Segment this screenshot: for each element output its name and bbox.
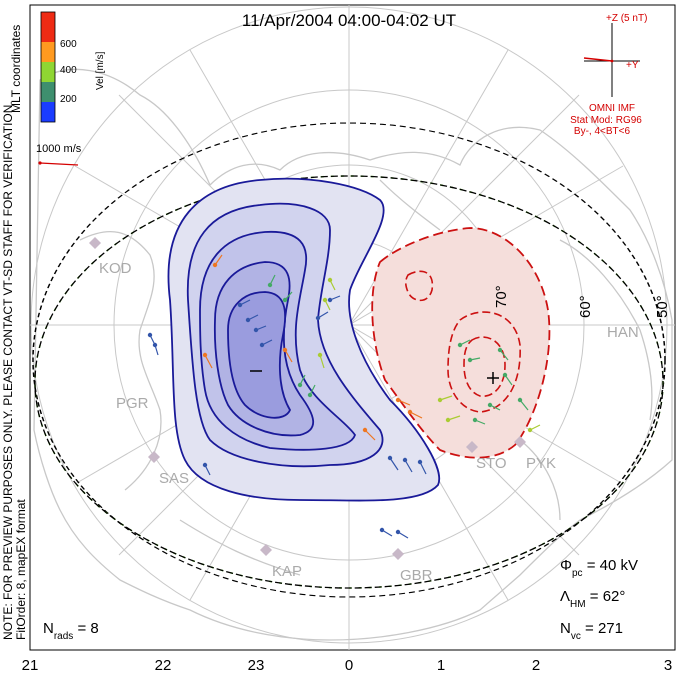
- station-pgr: PGR: [116, 395, 149, 412]
- lat-label-60: 60°: [577, 295, 594, 318]
- radar-count: Nrads = 8: [43, 620, 99, 642]
- lat-label-50: 50°: [654, 295, 671, 318]
- colorbar-tick-400: 400: [60, 65, 77, 76]
- station-han: HAN: [607, 324, 639, 341]
- imf-bin-label: By-, 4<BT<6: [574, 126, 631, 137]
- hm-latitude: ΛHM = 62°: [560, 588, 625, 610]
- station-kap: KAP: [272, 563, 302, 580]
- velocity-vectors: [147, 254, 541, 539]
- coordinate-system-label: MLT coordinates: [9, 25, 23, 113]
- stat-model-label: Stat Mod: RG96: [570, 115, 642, 126]
- dawn-convection-cell: [371, 227, 551, 459]
- imf-y-label: +Y: [626, 60, 639, 71]
- reference-vector-label: 1000 m/s: [36, 143, 82, 155]
- fit-order-label: FitOrder: 8, mapEX format: [14, 499, 28, 640]
- vector-count: Nvc = 271: [560, 620, 623, 642]
- station-pyk: PYK: [526, 455, 556, 472]
- colorbar-title: Vel [m/s]: [95, 51, 106, 90]
- mlt-tick-3: 3: [664, 657, 672, 674]
- velocity-colorbar: 600 400 200 Vel [m/s]: [40, 11, 106, 123]
- mlt-tick-2: 2: [532, 657, 540, 674]
- station-gbr: GBR: [400, 567, 433, 584]
- colorbar-tick-200: 200: [60, 94, 77, 105]
- colorbar-tick-600: 600: [60, 39, 77, 50]
- stats-panel: Φpc = 40 kV ΛHM = 62° Nvc = 271 Nrads = …: [43, 557, 638, 642]
- imf-z-label: +Z (5 nT): [606, 13, 647, 24]
- mlt-tick-1: 1: [437, 657, 445, 674]
- station-sto: STO: [476, 455, 507, 472]
- radar-station-markers: [89, 237, 526, 560]
- page-title: 11/Apr/2004 04:00-04:02 UT: [242, 11, 456, 30]
- mlt-tick-21: 21: [22, 657, 39, 674]
- mlt-axis: 21 22 23 0 1 2 3: [22, 657, 673, 674]
- imf-clock-dial: +Z (5 nT) +Y OMNI IMF Stat Mod: RG96 By-…: [570, 13, 647, 137]
- station-kod: KOD: [99, 260, 132, 277]
- reference-vector: 1000 m/s: [36, 143, 82, 166]
- preview-note: NOTE: FOR PREVIEW PURPOSES ONLY. PLEASE …: [1, 101, 15, 640]
- lat-label-70: 70°: [493, 285, 510, 308]
- dusk-convection-cell: [167, 177, 441, 502]
- hm-boundary-black: [32, 122, 666, 598]
- mlt-tick-23: 23: [248, 657, 265, 674]
- mlt-tick-0: 0: [345, 657, 353, 674]
- cross-polar-potential: Φpc = 40 kV: [560, 557, 638, 579]
- mlt-tick-22: 22: [155, 657, 172, 674]
- station-sas: SAS: [159, 470, 189, 487]
- imf-source-label: OMNI IMF: [589, 103, 635, 114]
